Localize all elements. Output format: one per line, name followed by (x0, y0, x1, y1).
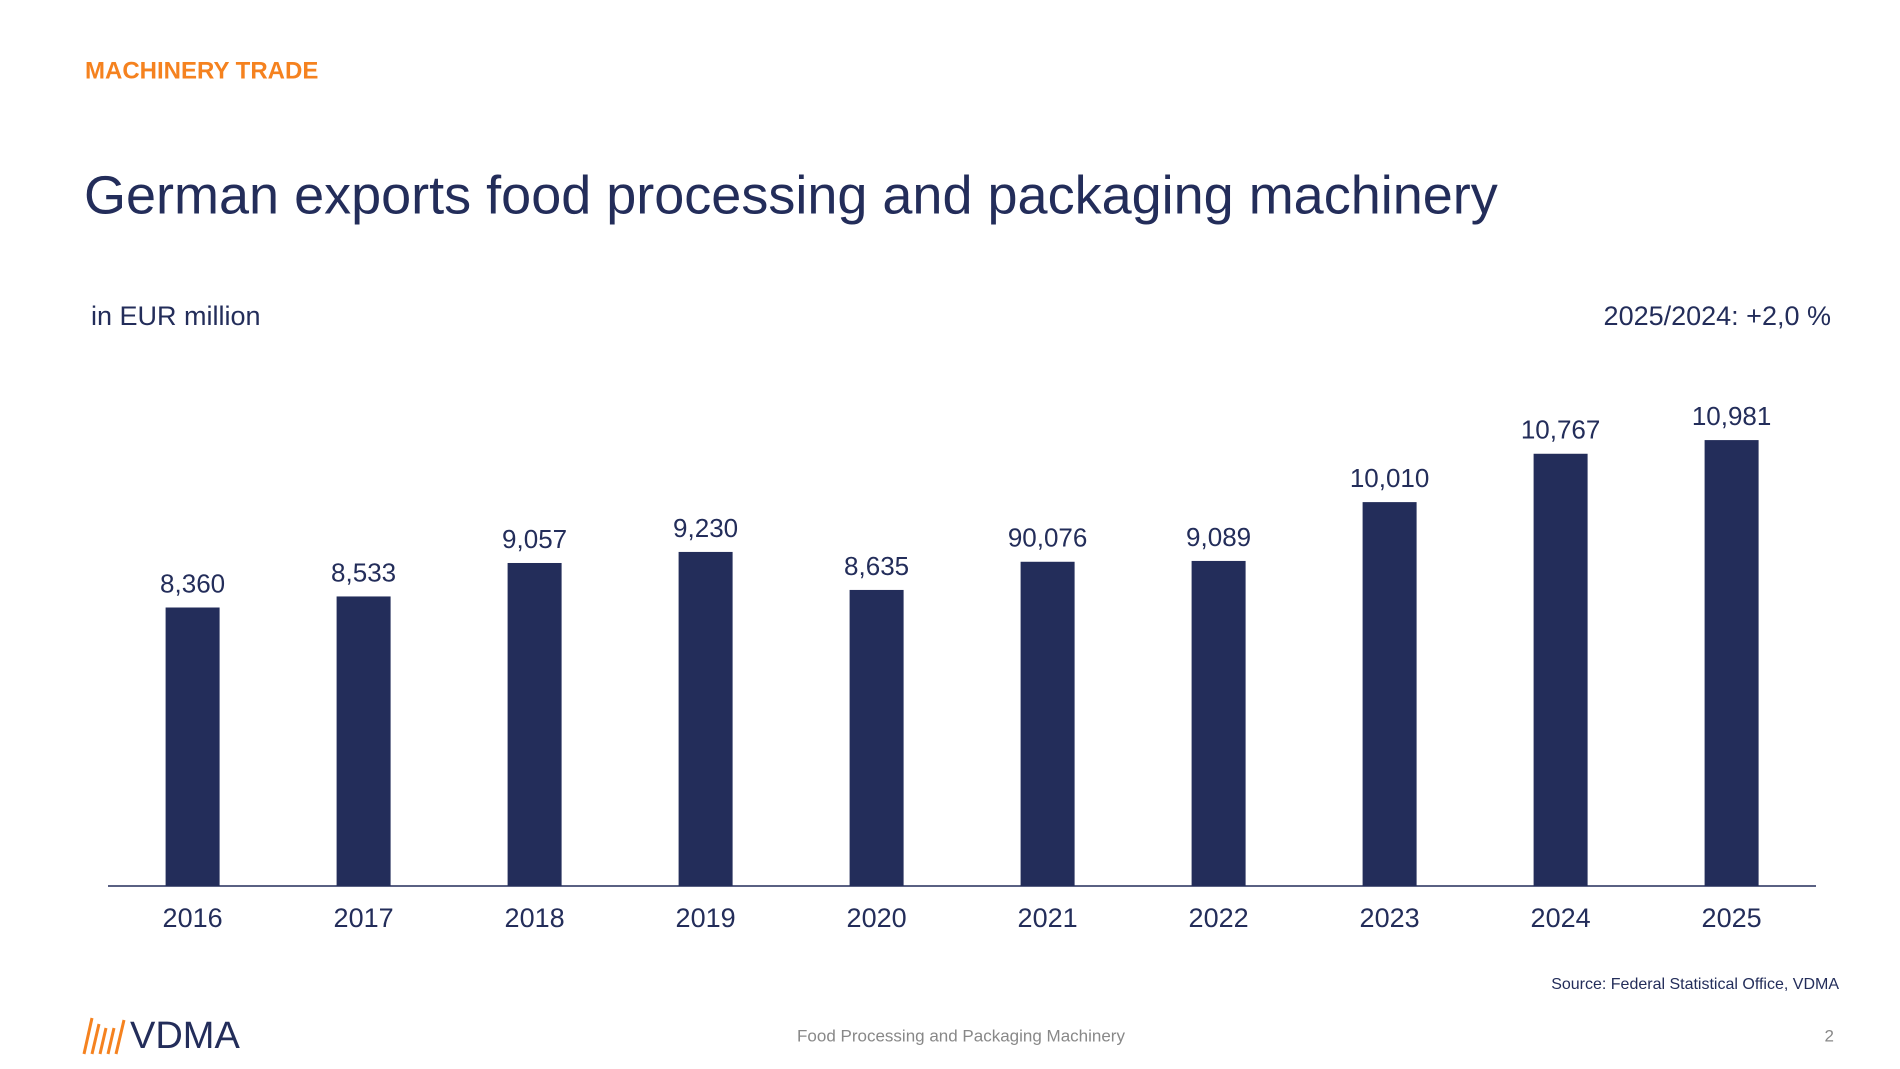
value-label: 10,010 (1350, 463, 1430, 493)
x-tick-label: 2025 (1702, 903, 1762, 933)
value-label: 9,089 (1186, 522, 1251, 552)
x-tick-label: 2024 (1531, 903, 1591, 933)
bar (336, 596, 391, 886)
section-header: MACHINERY TRADE (85, 57, 318, 84)
bar (1533, 453, 1588, 886)
value-label: 10,981 (1692, 401, 1772, 431)
value-label: 10,767 (1521, 415, 1601, 445)
logo-text: VDMA (130, 1015, 240, 1057)
bar (849, 589, 904, 886)
x-tick-label: 2022 (1189, 903, 1249, 933)
bar (1020, 561, 1075, 886)
footer-center: Food Processing and Packaging Machinery (797, 1026, 1125, 1045)
bar (678, 551, 733, 886)
chart-subtitle: in EUR million (91, 301, 261, 331)
value-label: 9,057 (502, 524, 567, 554)
annotation: 2025/2024: +2,0 % (1604, 301, 1831, 331)
logo: VDMA (82, 1015, 240, 1057)
chart-title: German exports food processing and packa… (84, 165, 1498, 225)
value-label: 8,533 (331, 557, 396, 587)
bar (165, 607, 220, 886)
bar (1362, 502, 1417, 886)
bar (1704, 440, 1759, 886)
value-label: 90,076 (1008, 523, 1088, 553)
value-label: 8,635 (844, 551, 909, 581)
value-label: 8,360 (160, 568, 225, 598)
x-tick-label: 2020 (847, 903, 907, 933)
x-tick-label: 2018 (505, 903, 565, 933)
value-label: 9,230 (673, 513, 738, 543)
page-number: 2 (1825, 1026, 1834, 1045)
bar (507, 562, 562, 886)
x-tick-label: 2021 (1018, 903, 1078, 933)
x-tick-label: 2019 (676, 903, 736, 933)
x-tick-label: 2016 (163, 903, 223, 933)
x-tick-label: 2017 (334, 903, 394, 933)
x-tick-label: 2023 (1360, 903, 1420, 933)
bar (1191, 560, 1246, 886)
source: Source: Federal Statistical Office, VDMA (1551, 976, 1839, 993)
